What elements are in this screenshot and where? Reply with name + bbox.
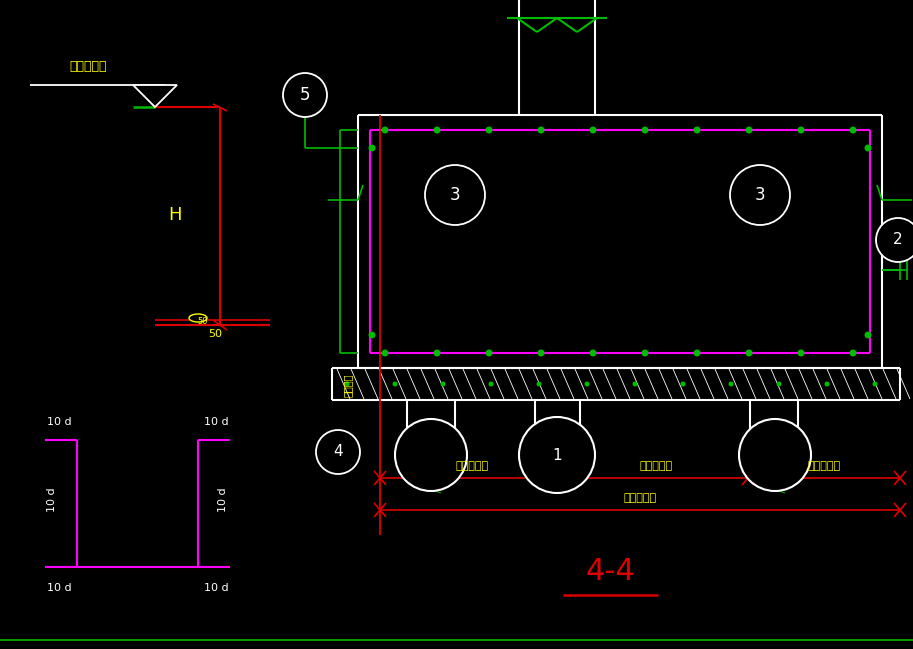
Circle shape bbox=[694, 350, 700, 356]
Circle shape bbox=[642, 350, 648, 356]
Circle shape bbox=[537, 382, 541, 387]
Text: 10 d: 10 d bbox=[47, 583, 71, 593]
Circle shape bbox=[283, 73, 327, 117]
Circle shape bbox=[633, 382, 637, 387]
Text: 详承台平面: 详承台平面 bbox=[807, 461, 841, 471]
Circle shape bbox=[797, 127, 804, 134]
Circle shape bbox=[739, 419, 811, 491]
Text: 50: 50 bbox=[198, 317, 208, 326]
Text: 5: 5 bbox=[299, 86, 310, 104]
Ellipse shape bbox=[189, 314, 207, 322]
Circle shape bbox=[486, 127, 492, 134]
Circle shape bbox=[865, 145, 872, 151]
Circle shape bbox=[590, 127, 596, 134]
Circle shape bbox=[824, 382, 830, 387]
Circle shape bbox=[730, 165, 790, 225]
Text: 50: 50 bbox=[208, 329, 222, 339]
Circle shape bbox=[519, 417, 595, 493]
Circle shape bbox=[425, 165, 485, 225]
Text: 详承台平面: 详承台平面 bbox=[624, 493, 656, 503]
Text: 3: 3 bbox=[755, 186, 765, 204]
Text: 水平桶筋: 水平桶筋 bbox=[343, 373, 353, 397]
Text: 底板面标高: 底板面标高 bbox=[69, 60, 107, 73]
Circle shape bbox=[538, 127, 544, 134]
Circle shape bbox=[584, 382, 590, 387]
Text: 10 d: 10 d bbox=[204, 417, 228, 427]
Text: 10 d: 10 d bbox=[218, 487, 228, 512]
Text: 10 d: 10 d bbox=[204, 583, 228, 593]
Circle shape bbox=[434, 127, 440, 134]
Circle shape bbox=[382, 350, 389, 356]
Circle shape bbox=[642, 127, 648, 134]
Circle shape bbox=[434, 350, 440, 356]
Circle shape bbox=[316, 430, 360, 474]
Text: 4: 4 bbox=[333, 445, 342, 459]
Circle shape bbox=[746, 350, 752, 356]
Circle shape bbox=[369, 332, 375, 339]
Circle shape bbox=[344, 382, 350, 387]
Circle shape bbox=[873, 382, 877, 387]
Circle shape bbox=[488, 382, 494, 387]
Circle shape bbox=[590, 350, 596, 356]
Text: H: H bbox=[168, 206, 182, 224]
Circle shape bbox=[395, 419, 467, 491]
Text: 4-4: 4-4 bbox=[585, 557, 635, 587]
Text: 详承台平面: 详承台平面 bbox=[456, 461, 488, 471]
Circle shape bbox=[746, 127, 752, 134]
Text: 10 d: 10 d bbox=[47, 417, 71, 427]
Circle shape bbox=[538, 350, 544, 356]
Circle shape bbox=[849, 127, 856, 134]
Text: 详承台平面: 详承台平面 bbox=[639, 461, 673, 471]
Circle shape bbox=[694, 127, 700, 134]
Circle shape bbox=[797, 350, 804, 356]
Circle shape bbox=[865, 332, 872, 339]
Circle shape bbox=[849, 350, 856, 356]
Polygon shape bbox=[133, 85, 177, 107]
Text: 2: 2 bbox=[893, 232, 903, 247]
Circle shape bbox=[680, 382, 686, 387]
Circle shape bbox=[393, 382, 397, 387]
Circle shape bbox=[486, 350, 492, 356]
Circle shape bbox=[369, 145, 375, 151]
Text: 10 d: 10 d bbox=[47, 487, 57, 512]
Circle shape bbox=[382, 127, 389, 134]
Text: 1: 1 bbox=[552, 448, 561, 463]
Text: 3: 3 bbox=[450, 186, 460, 204]
Circle shape bbox=[440, 382, 446, 387]
Circle shape bbox=[876, 218, 913, 262]
Circle shape bbox=[729, 382, 733, 387]
Circle shape bbox=[776, 382, 782, 387]
